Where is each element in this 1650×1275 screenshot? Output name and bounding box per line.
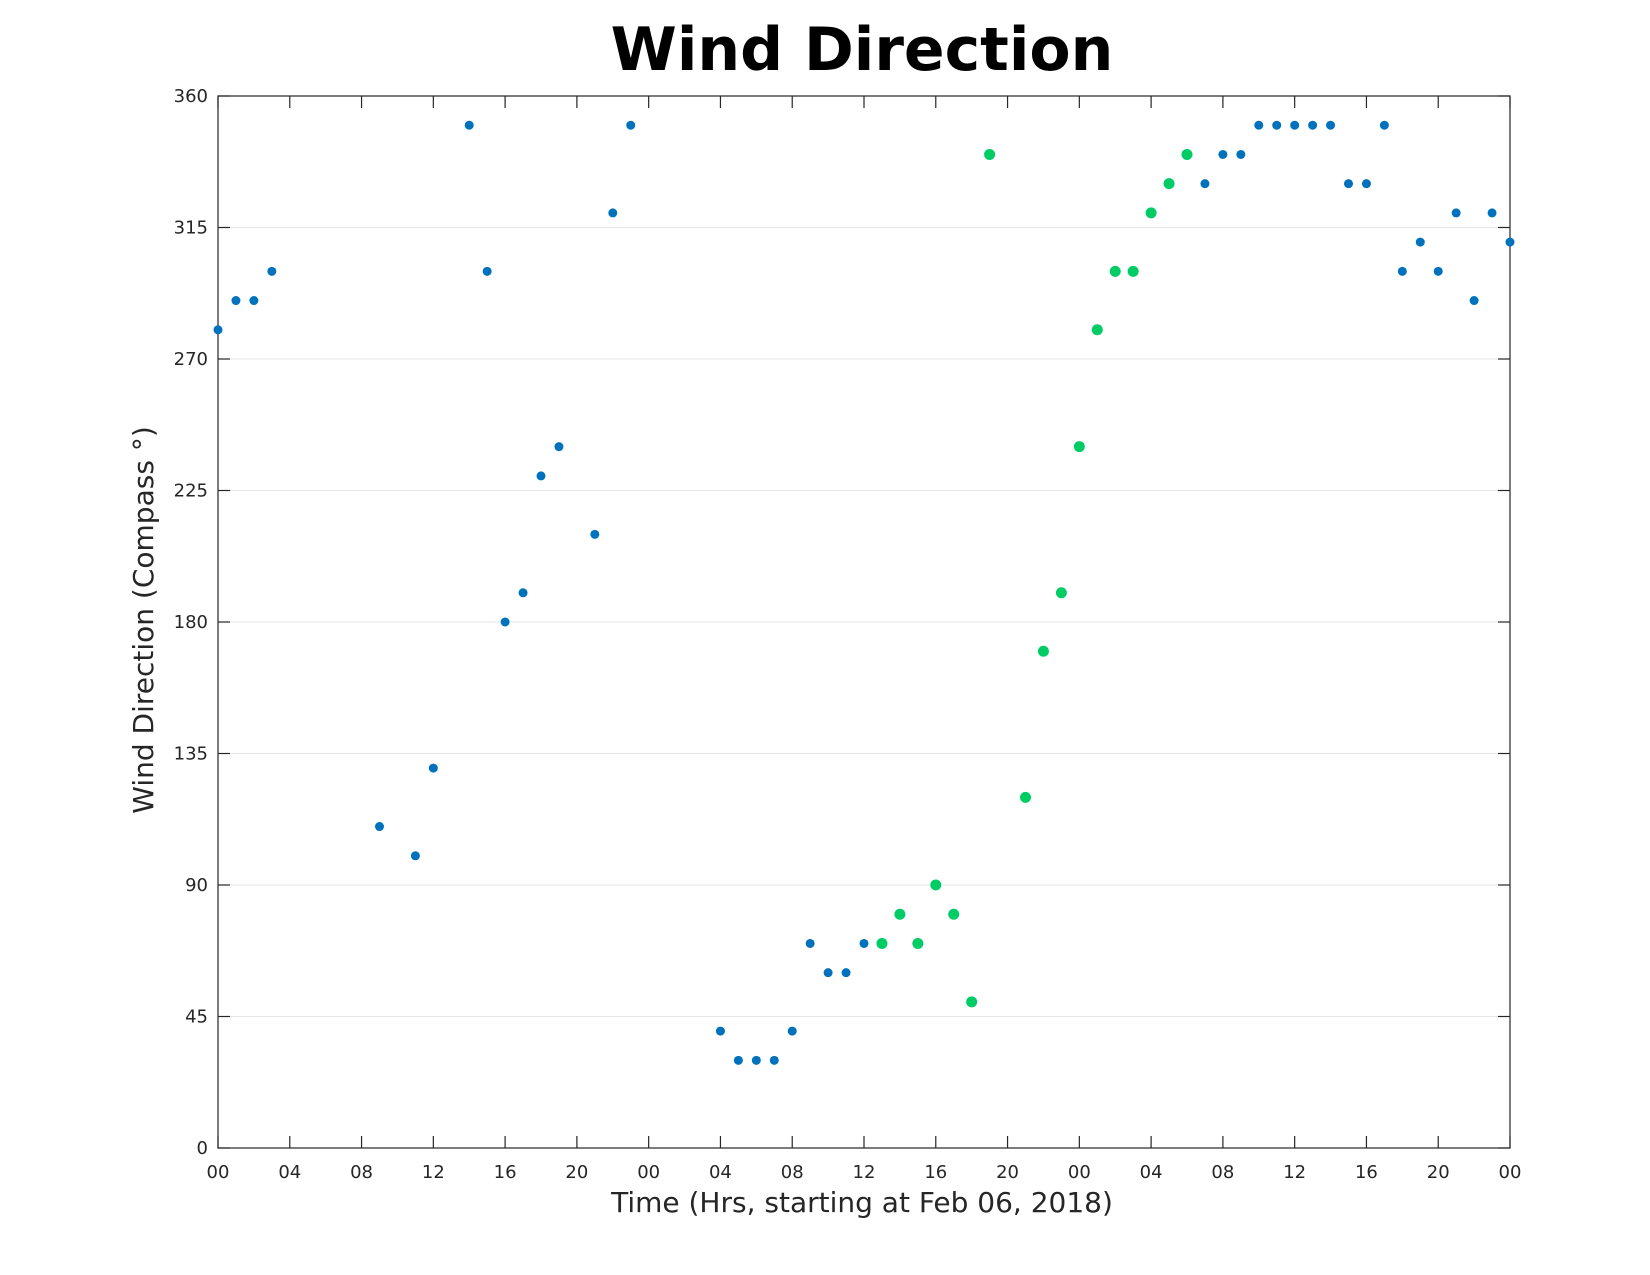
y-tick-label: 360	[174, 86, 208, 107]
data-point	[1109, 265, 1121, 277]
x-axis-label: Time (Hrs, starting at Feb 06, 2018)	[610, 1186, 1113, 1219]
data-point	[733, 1055, 743, 1065]
data-point	[375, 822, 384, 832]
data-point	[1326, 120, 1336, 130]
data-point	[841, 968, 851, 978]
data-point	[1505, 237, 1515, 247]
x-tick-label: 12	[1283, 1162, 1306, 1183]
data-point	[751, 1055, 761, 1065]
data-point	[464, 120, 474, 130]
data-point	[1145, 207, 1157, 219]
x-tick-label: 04	[709, 1162, 732, 1183]
data-point	[1127, 265, 1139, 277]
data-point	[966, 996, 978, 1008]
x-tick-label: 20	[996, 1162, 1019, 1183]
data-point	[1073, 441, 1085, 453]
data-point	[1055, 587, 1067, 599]
data-point	[482, 266, 492, 276]
y-tick-label: 45	[185, 1007, 208, 1028]
x-tick-label: 16	[1355, 1162, 1378, 1183]
data-point	[1469, 296, 1479, 306]
x-tick-label: 08	[1211, 1162, 1234, 1183]
y-tick-label: 0	[197, 1138, 208, 1159]
x-tick-label: 08	[781, 1162, 804, 1183]
data-points	[213, 120, 1515, 1065]
data-point	[984, 148, 996, 160]
data-point	[894, 908, 906, 920]
x-tick-label: 20	[1427, 1162, 1450, 1183]
x-tick-label: 08	[350, 1162, 373, 1183]
y-tick-label: 270	[174, 349, 208, 370]
data-point	[1020, 791, 1031, 803]
x-tick-label: 04	[1140, 1162, 1163, 1183]
chart-title: Wind Direction	[611, 15, 1114, 85]
data-point	[1415, 237, 1425, 247]
data-point	[1361, 179, 1371, 189]
data-point	[1218, 149, 1228, 159]
data-point	[769, 1055, 779, 1065]
data-point	[1433, 266, 1443, 276]
data-point	[428, 763, 438, 773]
data-point	[859, 938, 869, 948]
data-point	[823, 968, 833, 978]
data-point	[1290, 120, 1300, 130]
data-point	[805, 938, 815, 948]
x-tick-label: 00	[1068, 1162, 1091, 1183]
y-tick-label: 315	[174, 218, 208, 239]
data-point	[1487, 208, 1497, 218]
data-point	[590, 529, 600, 539]
data-point	[213, 325, 223, 335]
y-tick-label: 135	[174, 744, 208, 765]
data-point	[787, 1026, 797, 1036]
data-point	[715, 1026, 725, 1036]
x-tick-label: 12	[422, 1162, 445, 1183]
data-point	[1344, 179, 1353, 189]
data-point	[608, 208, 618, 218]
x-tick-label: 00	[207, 1162, 230, 1183]
data-point	[1181, 148, 1193, 160]
x-axis-ticks: 00 04 08 12 16 20 00 04 08 12 16 20 00 04 08 12 16 20 00	[207, 96, 1522, 1183]
x-tick-label: 04	[278, 1162, 301, 1183]
y-tick-label: 90	[185, 875, 208, 896]
x-tick-label: 00	[637, 1162, 660, 1183]
data-point	[518, 588, 528, 598]
x-tick-label: 20	[565, 1162, 588, 1183]
data-point	[410, 851, 420, 861]
data-point	[267, 266, 277, 276]
data-point	[536, 471, 546, 481]
y-tick-label: 180	[174, 612, 208, 633]
data-point	[1236, 149, 1246, 159]
data-point	[554, 442, 564, 452]
x-tick-label: 16	[924, 1162, 947, 1183]
data-point	[912, 937, 924, 949]
x-tick-label: 12	[853, 1162, 876, 1183]
data-point	[1037, 645, 1049, 657]
x-tick-label: 16	[494, 1162, 517, 1183]
data-point	[1379, 120, 1389, 130]
data-point	[500, 617, 510, 627]
y-axis-ticks: 0 45 90 135 180 225 270 315 360	[174, 86, 1510, 1159]
y-axis-label: Wind Direction (Compass °)	[127, 426, 160, 813]
data-point	[876, 937, 888, 949]
data-point	[948, 908, 960, 920]
data-point	[626, 120, 636, 130]
grid-lines	[218, 227, 1510, 1017]
data-point	[1272, 120, 1282, 130]
data-point	[1397, 266, 1407, 276]
data-point	[1163, 178, 1175, 190]
data-point	[249, 296, 259, 306]
data-point	[231, 296, 241, 306]
data-point	[930, 879, 942, 891]
data-point	[1200, 179, 1210, 189]
data-point	[1308, 120, 1318, 130]
x-tick-label: 00	[1499, 1162, 1522, 1183]
data-point	[1091, 324, 1103, 336]
data-point	[1451, 208, 1461, 218]
data-point	[1254, 120, 1264, 130]
y-tick-label: 225	[174, 481, 208, 502]
